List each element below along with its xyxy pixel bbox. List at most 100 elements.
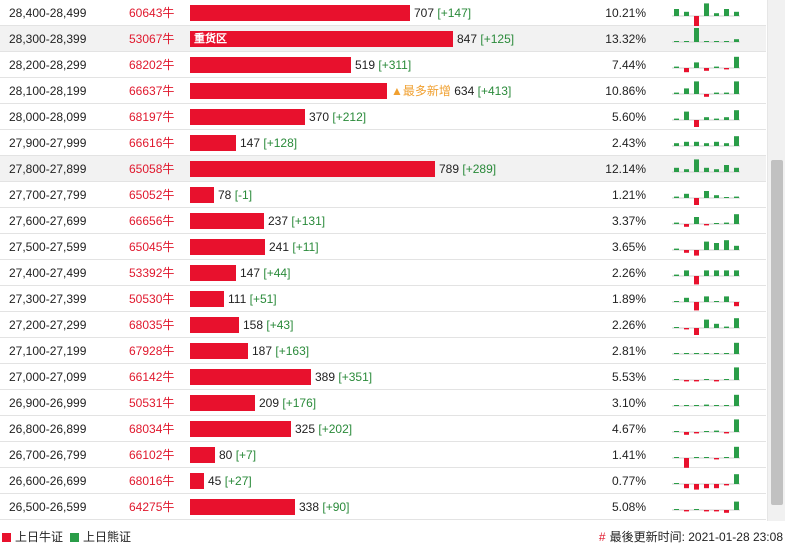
table-row[interactable]: 27,100-27,199 67928牛 187 [+163] 2.81% [0,338,766,364]
mini-bar [714,169,719,172]
table-row[interactable]: 28,400-28,499 60643牛 707 [+147] 10.21% [0,0,766,26]
warrant-code[interactable]: 68202牛 [129,58,175,72]
warrant-code[interactable]: 68197牛 [129,110,175,124]
table-row[interactable]: 27,600-27,699 66656牛 237 [+131] 3.37% [0,208,766,234]
table-row[interactable]: 27,200-27,299 68035牛 158 [+43] 2.26% [0,312,766,338]
quantity-bar [190,421,291,437]
mini-bar [674,353,679,354]
quantity-number: 338 [299,500,320,514]
price-range: 27,300-27,399 [9,292,87,306]
warrant-code[interactable]: 68016牛 [129,474,175,488]
table-row[interactable]: 26,600-26,699 68016牛 45 [+27] 0.77% [0,468,766,494]
mini-bar [734,367,739,380]
table-row[interactable]: 28,100-28,199 66637牛 ▲最多新增 634 [+413] 10.86… [0,78,766,104]
price-range: 28,200-28,299 [9,58,87,72]
table-row[interactable]: 27,800-27,899 65058牛 789 [+289] 12.14% [0,156,766,182]
mini-bar [704,379,709,380]
warrant-code[interactable]: 66616牛 [129,136,175,150]
bracket: [ [378,58,382,72]
table-row[interactable]: 26,500-26,599 64275牛 338 [+90] 5.08% [0,494,766,520]
warrant-code[interactable]: 65058牛 [129,162,175,176]
warrant-code[interactable]: 65052牛 [129,188,175,202]
warrant-code[interactable]: 60643牛 [129,6,175,20]
percentage: 13.32% [605,32,646,46]
mini-bar [714,223,719,224]
quantity-delta: +51 [252,292,274,306]
scrollbar-thumb[interactable] [771,160,783,505]
table-row[interactable]: 26,800-26,899 68034牛 325 [+202] 4.67% [0,416,766,442]
mini-bar [684,270,689,276]
table-row[interactable]: 27,500-27,599 65045牛 241 [+11] 3.65% [0,234,766,260]
warrant-code[interactable]: 53067牛 [129,32,175,46]
quantity-value: 241 [+11] [269,234,319,260]
bracket: ] [252,448,257,462]
mini-bar [714,484,719,489]
quantity-number: 209 [259,396,280,410]
mini-bar [714,118,719,120]
warrant-code[interactable]: 66102牛 [129,448,175,462]
mini-bar [704,353,709,354]
table-row[interactable]: 26,700-26,799 66102牛 80 [+7] 1.41% [0,442,766,468]
mini-bar [724,457,729,458]
quantity-bar [190,265,236,281]
warrant-code[interactable]: 50531牛 [129,396,175,410]
quantity-bar: 重货区 [190,31,453,47]
mini-bar [734,419,739,432]
table-row[interactable]: 27,000-27,099 66142牛 389 [+351] 5.53% [0,364,766,390]
mini-bar [714,141,719,146]
mini-bar [684,380,689,382]
mini-bar [684,88,689,94]
quantity-number: 370 [309,110,330,124]
table-row[interactable]: 27,400-27,499 53392牛 147 [+44] 2.26% [0,260,766,286]
table-row[interactable]: 27,300-27,399 50530牛 111 [+51] 1.89% [0,286,766,312]
table-row[interactable]: 28,300-28,399 53067牛 重货区 847 [+125] 13.32% [0,26,766,52]
price-range: 27,100-27,199 [9,344,87,358]
quantity-number: 847 [457,32,478,46]
table-row[interactable]: 26,900-26,999 50531牛 209 [+176] 3.10% [0,390,766,416]
mini-history-chart [672,318,740,335]
mini-history-chart [672,474,740,490]
percentage: 3.65% [611,240,646,254]
percentage: 5.08% [611,500,646,514]
warrant-code[interactable]: 67928牛 [129,344,175,358]
warrant-code[interactable]: 64275牛 [129,500,175,514]
warrant-code[interactable]: 66656牛 [129,214,175,228]
mini-bar [704,224,709,226]
mini-bar [714,353,719,354]
warrant-code[interactable]: 68034牛 [129,422,175,436]
mini-history-chart [672,240,740,256]
scrollbar-track[interactable] [767,0,785,521]
bracket: [ [266,318,270,332]
mini-bar [684,111,689,120]
quantity-delta: +27 [228,474,249,488]
price-range: 27,900-27,999 [9,136,87,150]
quantity-delta: +128 [266,136,294,150]
table-row[interactable]: 27,900-27,999 66616牛 147 [+128] 2.43% [0,130,766,156]
warrant-code[interactable]: 53392牛 [129,266,175,280]
mini-bar [714,92,719,94]
bracket: ] [273,292,277,306]
warrant-code[interactable]: 65045牛 [129,240,175,254]
quantity-value: 370 [+212] [309,104,366,130]
mini-bar [724,240,729,250]
bracket: [ [263,136,267,150]
quantity-number: 241 [269,240,290,254]
mini-bar [694,432,699,434]
warrant-code[interactable]: 68035牛 [129,318,175,332]
table-row[interactable]: 28,000-28,099 68197牛 370 [+212] 5.60% [0,104,766,130]
mini-history-chart [672,342,740,355]
mini-bar [704,241,709,250]
warrant-code[interactable]: 66637牛 [129,84,175,98]
mini-bar [714,510,719,512]
percentage: 10.86% [605,84,646,98]
quantity-bar [190,187,214,203]
legend-bull: 上日牛证 [2,530,63,544]
table-row[interactable]: 27,700-27,799 65052牛 78 [-1] 1.21% [0,182,766,208]
warrant-code[interactable]: 66142牛 [129,370,175,384]
quantity-delta: +44 [266,266,288,280]
quantity-bar [190,5,410,21]
table-row[interactable]: 28,200-28,299 68202牛 519 [+311] 7.44% [0,52,766,78]
quantity-value: 237 [+131] [268,208,325,234]
mini-bar [694,353,699,354]
warrant-code[interactable]: 50530牛 [129,292,175,306]
